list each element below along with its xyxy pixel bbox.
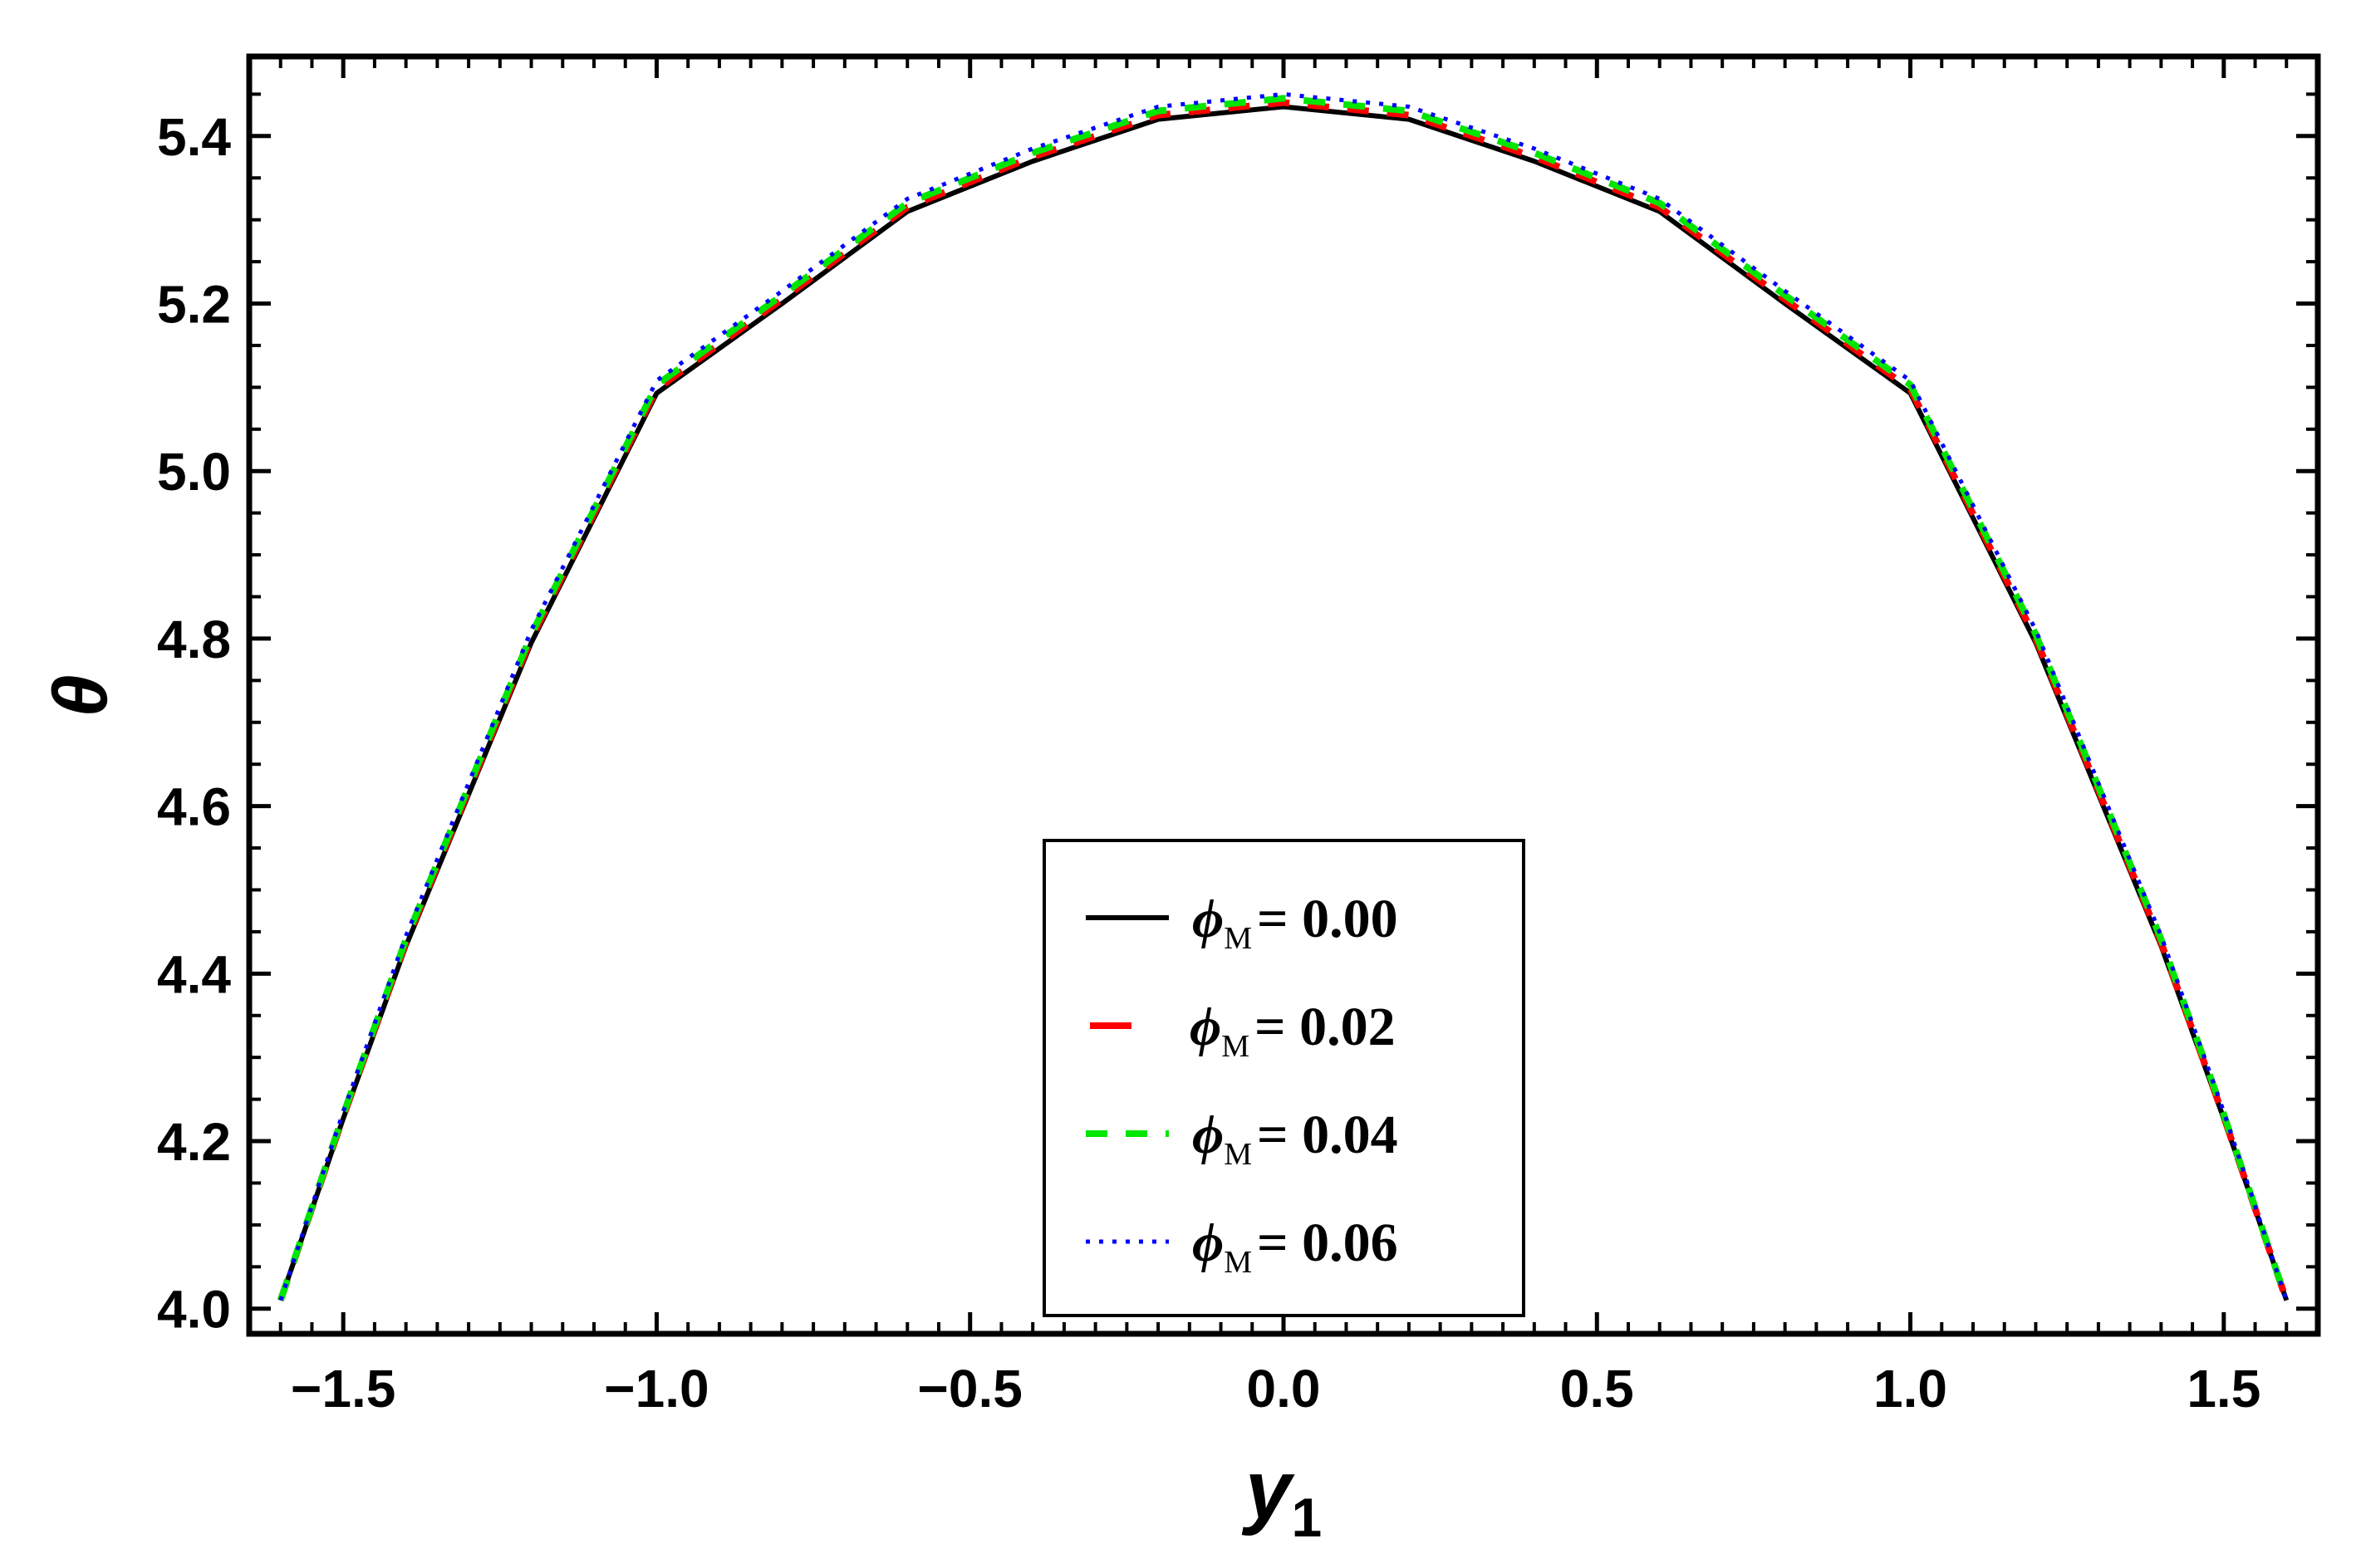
legend-label-3: ϕM= 0.04 (1192, 1105, 1398, 1172)
y-axis-title: θ (38, 674, 123, 717)
plot-frame (246, 53, 2321, 1337)
legend-symbol: ϕ (1192, 1105, 1224, 1165)
y-tick-label: 5.4 (157, 107, 231, 167)
y-tick-label: 4.8 (157, 610, 231, 669)
x-axis-title: y1 (1241, 1443, 1322, 1548)
legend-subscript: M (1221, 1029, 1249, 1064)
y-tick-label: 5.2 (157, 275, 231, 335)
y-tick-label: 4.0 (157, 1280, 231, 1340)
x-tick-label: −0.5 (918, 1359, 1023, 1419)
legend-subscript: M (1224, 1137, 1252, 1172)
legend-value: = 0.00 (1257, 889, 1398, 949)
legend-subscript: M (1224, 1245, 1252, 1280)
x-tick-label: −1.0 (604, 1359, 709, 1419)
x-tick-label: 1.5 (2187, 1359, 2260, 1419)
major-ticks (249, 56, 2318, 1334)
y-tick-label: 5.0 (157, 442, 231, 502)
y-tick-label: 4.2 (157, 1112, 231, 1172)
series-line-3 (277, 95, 2290, 1301)
legend-symbol: ϕ (1192, 1213, 1224, 1273)
y-tick-label: 4.4 (157, 944, 231, 1004)
x-tick-label: −1.5 (291, 1359, 395, 1419)
x-tick-label: 1.0 (1873, 1359, 1947, 1419)
legend-subscript: M (1224, 921, 1252, 956)
legend-value: = 0.06 (1257, 1213, 1398, 1273)
x-tick-labels: −1.5 −1.0 −0.5 0.0 0.5 1.0 1.5 (291, 1359, 2260, 1419)
y-tick-labels: 4.0 4.2 4.4 4.6 4.8 5.0 5.2 5.4 (157, 107, 231, 1340)
x-axis-title-main: y (1241, 1443, 1295, 1536)
series-group (277, 91, 2290, 1301)
legend-symbol: ϕ (1190, 997, 1221, 1057)
legend-symbol: ϕ (1192, 889, 1224, 949)
x-axis-title-subscript: 1 (1291, 1487, 1322, 1548)
legend-label-4: ϕM= 0.06 (1192, 1213, 1398, 1280)
x-tick-label: 0.5 (1560, 1359, 1634, 1419)
legend-value: = 0.04 (1257, 1105, 1398, 1165)
legend-label-2: ϕM= 0.02 (1190, 997, 1396, 1064)
legend-label-1: ϕM= 0.00 (1192, 889, 1398, 956)
y-tick-label: 4.6 (157, 777, 231, 837)
x-tick-label: 0.0 (1247, 1359, 1321, 1419)
legend-value: = 0.02 (1254, 997, 1396, 1057)
